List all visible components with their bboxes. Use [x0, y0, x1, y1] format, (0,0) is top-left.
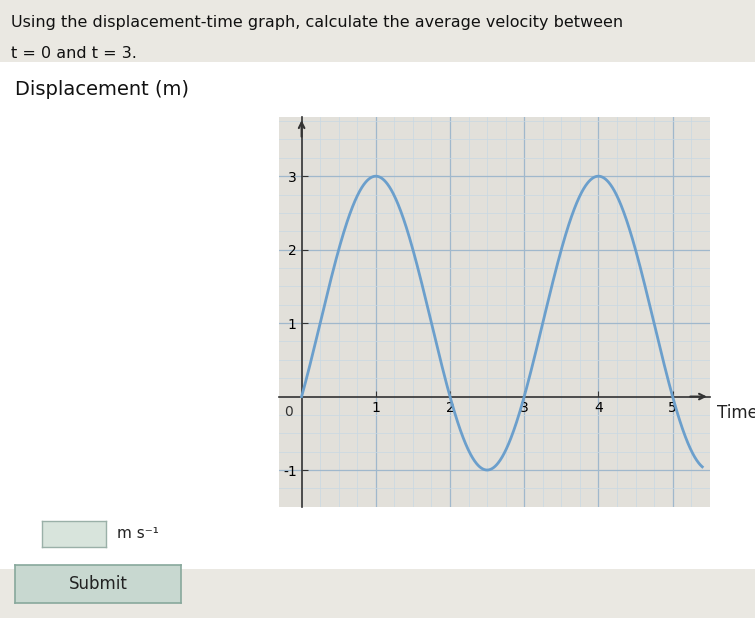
Text: 0: 0	[284, 405, 293, 420]
Text: Displacement (m): Displacement (m)	[15, 80, 189, 99]
Text: t = 0 and t = 3.: t = 0 and t = 3.	[11, 46, 137, 61]
Text: Submit: Submit	[69, 575, 128, 593]
Text: Using the displacement-time graph, calculate the average velocity between: Using the displacement-time graph, calcu…	[11, 15, 624, 30]
Text: m s⁻¹: m s⁻¹	[117, 527, 159, 541]
Text: Time (s): Time (s)	[717, 404, 755, 422]
